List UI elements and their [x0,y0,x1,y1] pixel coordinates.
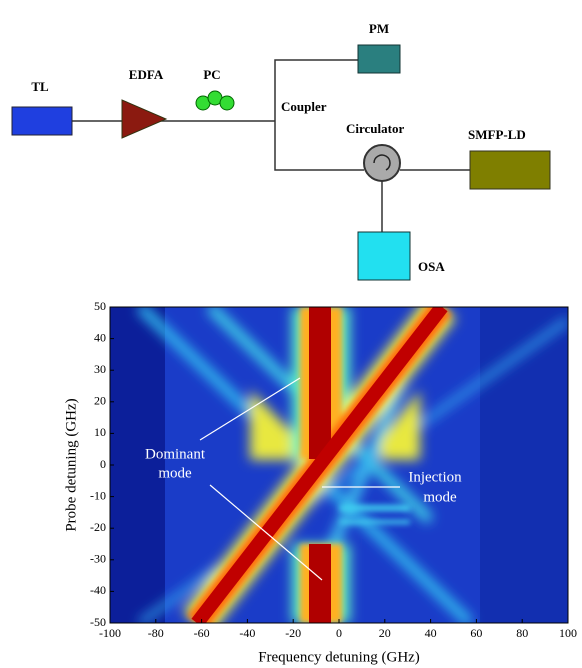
y-tick-label: 20 [94,394,106,408]
heatmap [110,307,568,623]
x-tick-label: 20 [379,626,391,640]
y-tick-label: -10 [90,488,106,502]
y-tick-label: 40 [94,330,106,344]
node-label: Circulator [346,121,404,136]
node-label: Coupler [281,99,327,114]
osa-box [357,231,411,281]
annotation: mode [423,489,457,505]
axes: -100 -80 -60 -40 -20 0 20 40 60 80 100-50-40-30-20… [90,299,577,640]
annotation: Injection [408,469,462,485]
x-tick-label: 0 [336,626,342,640]
x-tick-label: -100 [99,626,121,640]
y-axis-label: Probe detuning (GHz) [63,398,79,531]
annotation: mode [158,465,192,481]
y-tick-label: -40 [90,583,106,597]
x-tick-label: -80 [148,626,164,640]
setup-diagram: TL EDFA PC Coupler PM Circulator SMFP-LD… [11,21,551,281]
tl-box [11,106,73,136]
y-tick-label: -50 [90,615,106,629]
x-tick-label: -60 [194,626,210,640]
y-tick-label: 0 [100,457,106,471]
x-tick-label: 100 [559,626,577,640]
smfp-box [469,150,551,190]
x-tick-label: 80 [516,626,528,640]
node-label: PM [369,21,389,36]
x-tick-label: 60 [470,626,482,640]
y-tick-label: 10 [94,425,106,439]
x-tick-label: 40 [425,626,437,640]
node-label: EDFA [129,67,164,82]
y-tick-label: -30 [90,552,106,566]
node-label: PC [203,67,220,82]
node-label: TL [31,79,49,94]
circulator-icon [363,144,401,182]
pc-icon [195,90,235,111]
circulator-arrow [373,154,391,171]
y-tick-label: -20 [90,520,106,534]
fiber [274,59,364,171]
pm-box [357,44,401,74]
node-label: SMFP-LD [468,127,526,142]
x-axis-label: Frequency detuning (GHz) [258,649,420,665]
annotation: Dominant [145,446,206,462]
node-label: OSA [418,259,445,274]
x-tick-label: -20 [285,626,301,640]
y-tick-label: 50 [94,299,106,313]
y-tick-label: 30 [94,362,106,376]
edfa-amp [121,99,168,139]
x-tick-label: -40 [239,626,255,640]
